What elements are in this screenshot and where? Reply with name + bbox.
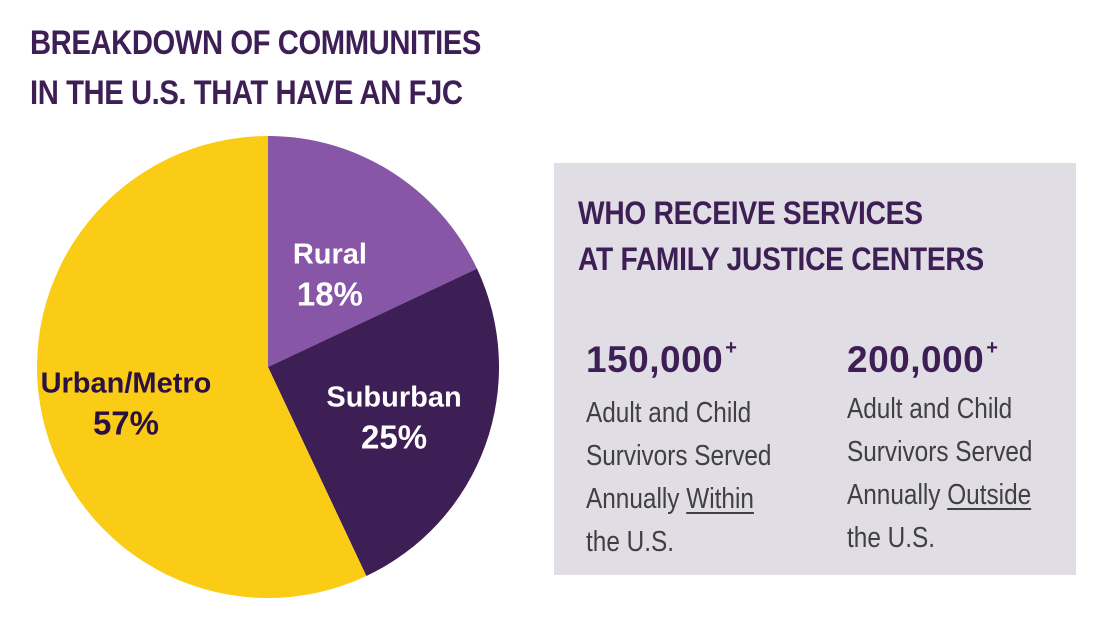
- services-panel: WHO RECEIVE SERVICES AT FAMILY JUSTICE C…: [554, 163, 1076, 575]
- stat-desc-line-1: Adult and Child: [847, 393, 1013, 425]
- stat-description: Adult and Child Survivors Served Annuall…: [586, 392, 771, 564]
- stat-outside-us: 200,000 + Adult and Child Survivors Serve…: [847, 328, 1068, 560]
- stat-desc-line-1: Adult and Child: [586, 397, 752, 429]
- pie-chart: Rural 18% Suburban 25% Urban/Metro 57%: [36, 136, 499, 598]
- stat-desc-prefix: Annually: [847, 479, 948, 511]
- stat-desc-line-4: the U.S.: [847, 522, 936, 554]
- stat-desc-line-2: Survivors Served: [586, 440, 772, 472]
- panel-title-line-1: WHO RECEIVE SERVICES: [578, 195, 923, 231]
- stat-desc-line-3: Annually Outside: [847, 474, 1032, 517]
- slice-value-label: 25%: [361, 418, 427, 455]
- panel-title-line-2: AT FAMILY JUSTICE CENTERS: [578, 241, 984, 277]
- panel-title: WHO RECEIVE SERVICES AT FAMILY JUSTICE C…: [578, 190, 984, 282]
- stat-desc-emphasis: Outside: [947, 479, 1032, 511]
- stat-desc-prefix: Annually: [586, 483, 687, 515]
- pie-slice-suburban: [268, 268, 499, 577]
- stat-number: 150,000 +: [586, 328, 807, 380]
- slice-category-label: Rural: [293, 238, 367, 270]
- slice-value-label: 57%: [93, 405, 159, 442]
- stat-description: Adult and Child Survivors Served Annuall…: [847, 388, 1032, 560]
- stat-desc-line-4: the U.S.: [586, 526, 675, 558]
- stat-plus-superscript: +: [986, 337, 999, 359]
- stat-number-value: 200,000: [847, 339, 985, 380]
- stat-within-us: 150,000 + Adult and Child Survivors Serve…: [586, 328, 807, 564]
- stat-number: 200,000 +: [847, 328, 1068, 380]
- title-line-2: IN THE U.S. THAT HAVE AN FJC: [30, 74, 463, 112]
- stat-desc-line-2: Survivors Served: [847, 436, 1033, 468]
- stat-plus-superscript: +: [725, 337, 738, 359]
- chart-title: BREAKDOWN OF COMMUNITIES IN THE U.S. THA…: [30, 18, 512, 118]
- title-line-1: BREAKDOWN OF COMMUNITIES: [30, 24, 482, 62]
- stat-number-value: 150,000: [586, 339, 724, 380]
- pie-slice-rural: [268, 136, 478, 367]
- stat-desc-emphasis: Within: [686, 483, 754, 515]
- stat-desc-line-3: Annually Within: [586, 478, 771, 521]
- pie-slice-urban-metro: [36, 136, 367, 598]
- slice-category-label: Urban/Metro: [41, 368, 212, 400]
- slice-category-label: Suburban: [326, 381, 461, 413]
- slice-value-label: 18%: [297, 275, 363, 312]
